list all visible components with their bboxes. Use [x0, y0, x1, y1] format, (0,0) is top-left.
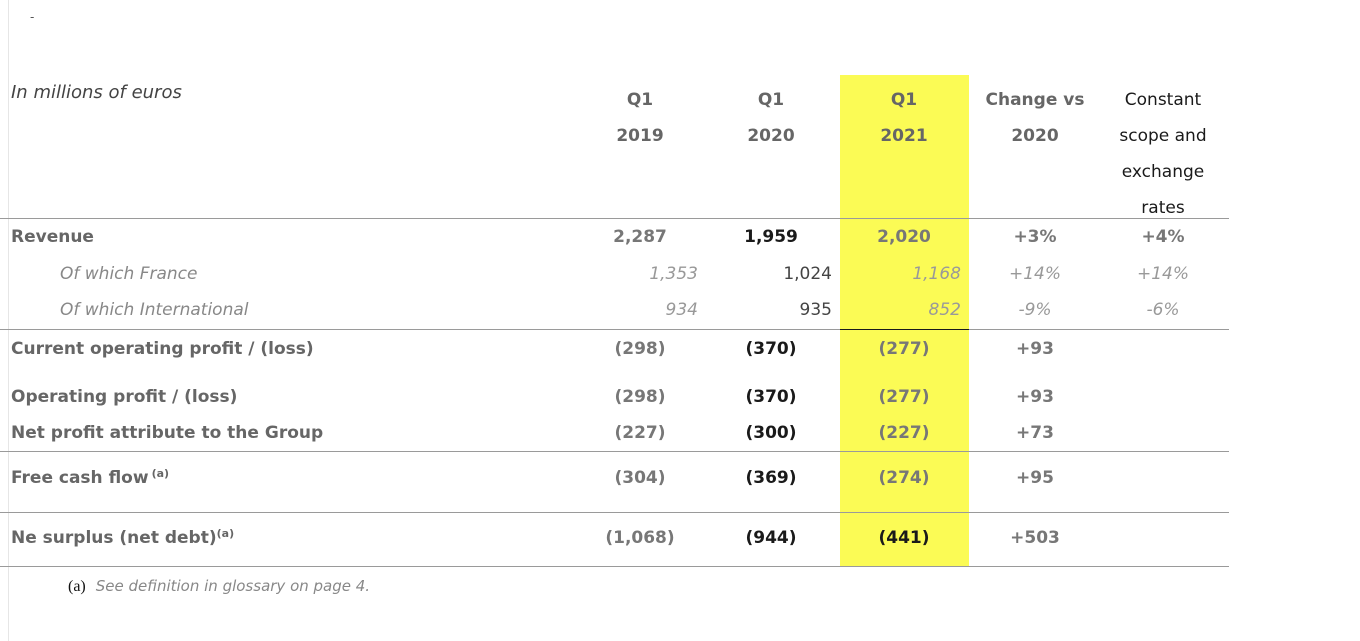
cell-change: +73: [1016, 423, 1054, 443]
top-mark: -: [30, 10, 35, 24]
net-profit-rule: [0, 451, 1229, 452]
table-row-revenue: Revenue 2,287 1,959 2,020 +3% +4%: [0, 219, 1229, 255]
cell-q1-2020: (369): [745, 468, 797, 488]
cell-q1-2019: 2,287: [613, 227, 667, 247]
cell-q1-2019: 1,353: [649, 264, 698, 284]
row-label: Of which France: [60, 264, 198, 284]
footnote: (a) See definition in glossary on page 4.: [68, 576, 370, 596]
footnote-ref: (a): [151, 467, 170, 480]
cell-q1-2019: 934: [665, 300, 698, 320]
col-header-change: Change vs 2020: [985, 90, 1085, 146]
cell-q1-2020: 935: [799, 300, 832, 320]
cell-q1-2021: (277): [878, 387, 930, 407]
col-header-q1-2019: Q1 2019: [616, 90, 664, 146]
row-label: Free cash flow (a): [11, 467, 170, 488]
q1-2021-highlight: [840, 75, 969, 566]
footnote-marker: (a): [68, 578, 86, 595]
cell-q1-2021: (277): [878, 339, 930, 359]
cell-change: +14%: [1008, 264, 1062, 284]
footnote-text: See definition in glossary on page 4.: [95, 577, 371, 595]
table-row-france: Of which France 1,353 1,024 1,168 +14% +…: [0, 256, 1229, 292]
row-label: Net profit attribute to the Group: [11, 423, 324, 443]
cell-change: +93: [1016, 339, 1054, 359]
cell-q1-2019: (298): [614, 387, 666, 407]
header-rule: [0, 218, 1229, 219]
cell-change: +93: [1016, 387, 1054, 407]
footnote-ref: (a): [216, 527, 235, 540]
cell-q1-2019: (298): [614, 339, 666, 359]
cell-q1-2020: (370): [745, 339, 797, 359]
table-row-international: Of which International 934 935 852 -9% -…: [0, 292, 1229, 328]
cell-q1-2020: (944): [745, 528, 797, 548]
cell-q1-2021: 2,020: [877, 227, 931, 247]
row-label: Current operating profit / (loss): [11, 339, 314, 359]
cell-q1-2021: (274): [878, 468, 930, 488]
cell-q1-2020: 1,024: [783, 264, 832, 284]
table-row-net-surplus: Ne surplus (net debt)(a) (1,068) (944) (…: [0, 520, 1229, 556]
cell-q1-2020: (370): [745, 387, 797, 407]
cell-q1-2019: (304): [614, 468, 666, 488]
cell-change: +95: [1016, 468, 1054, 488]
units-label: In millions of euros: [11, 82, 182, 103]
cell-change: +3%: [1013, 227, 1057, 247]
cell-q1-2021: (441): [878, 528, 930, 548]
cell-change: +503: [1010, 528, 1060, 548]
cell-constant: +14%: [1136, 264, 1190, 284]
col-header-q1-2021: Q1 2021: [880, 90, 928, 146]
row-label: Operating profit / (loss): [11, 387, 238, 407]
cell-q1-2019: (227): [614, 423, 666, 443]
table-row-operating-profit: Operating profit / (loss) (298) (370) (2…: [0, 379, 1229, 415]
table-row-free-cash-flow: Free cash flow (a) (304) (369) (274) +95: [0, 460, 1229, 496]
row-label: Revenue: [11, 227, 94, 247]
cell-q1-2020: (300): [745, 423, 797, 443]
col-header-q1-2020: Q1 2020: [747, 90, 795, 146]
free-cash-flow-rule: [0, 512, 1229, 513]
cell-constant: -6%: [1146, 300, 1180, 320]
table-row-net-profit: Net profit attribute to the Group (227) …: [0, 415, 1229, 451]
table-row-current-operating-profit: Current operating profit / (loss) (298) …: [0, 331, 1229, 367]
cell-constant: +4%: [1141, 227, 1185, 247]
cell-q1-2020: 1,959: [744, 227, 798, 247]
left-border: [8, 0, 9, 641]
col-header-constant: Constant scope and exchange rates: [1119, 90, 1207, 218]
cell-q1-2021: 1,168: [912, 264, 961, 284]
q1-2021-underline: [840, 329, 969, 330]
cell-q1-2021: (227): [878, 423, 930, 443]
row-label: Ne surplus (net debt)(a): [11, 527, 235, 548]
table-bottom-rule: [0, 566, 1229, 567]
revenue-rule: [0, 329, 1229, 330]
row-label: Of which International: [60, 300, 249, 320]
cell-q1-2019: (1,068): [605, 528, 675, 548]
cell-q1-2021: 852: [928, 300, 961, 320]
cell-change: -9%: [1018, 300, 1052, 320]
